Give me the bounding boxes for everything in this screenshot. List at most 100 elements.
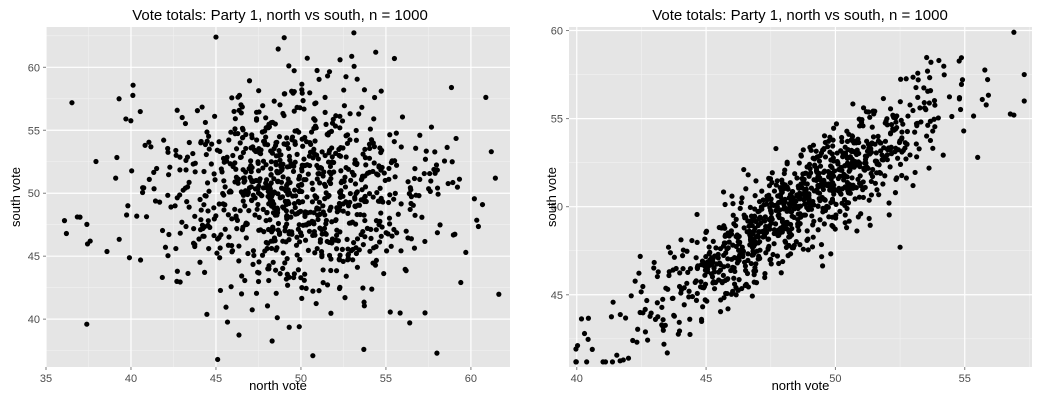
scatter-point (184, 199, 190, 205)
scatter-point (720, 272, 726, 278)
scatter-point (322, 152, 328, 159)
scatter-point (884, 116, 890, 122)
scatter-point (372, 262, 379, 268)
scatter-point (907, 152, 913, 158)
scatter-point (280, 250, 286, 256)
scatter-point (177, 230, 183, 236)
scatter-point (204, 180, 211, 186)
scatter-point (367, 248, 373, 254)
scatter-point (324, 73, 331, 79)
scatter-point (326, 150, 332, 156)
scatter-point (1021, 71, 1027, 78)
scatter-point (630, 337, 636, 344)
scatter-point (1011, 29, 1017, 35)
scatter-point (684, 248, 690, 254)
scatter-point (897, 244, 903, 250)
scatter-point (290, 90, 296, 96)
scatter-point (385, 231, 391, 237)
scatter-point (352, 181, 359, 187)
scatter-point (903, 175, 909, 181)
scatter-point (337, 284, 343, 290)
scatter-point (289, 231, 295, 237)
scatter-point (819, 254, 825, 260)
scatter-point (130, 92, 136, 98)
scatter-point (371, 245, 377, 251)
scatter-point (362, 193, 368, 199)
scatter-point (317, 211, 323, 217)
scatter-point (219, 169, 225, 175)
scatter-point (915, 94, 921, 100)
scatter-point (813, 177, 819, 184)
scatter-point (452, 231, 458, 237)
scatter-point (699, 258, 706, 264)
scatter-point (381, 270, 387, 277)
scatter-point (287, 157, 293, 163)
scatter-point (751, 243, 757, 249)
scatter-point (620, 357, 626, 363)
scatter-point (827, 134, 833, 140)
scatter-point (422, 238, 428, 245)
scatter-point (211, 171, 217, 177)
scatter-point (763, 229, 770, 236)
scatter-point (229, 249, 235, 255)
scatter-point (453, 135, 459, 142)
scatter-point (203, 193, 209, 199)
scatter-point (228, 129, 234, 135)
scatter-point (309, 218, 315, 224)
scatter-point (277, 271, 283, 277)
scatter-point (347, 111, 353, 117)
scatter-point (278, 179, 285, 185)
scatter-point (213, 213, 219, 219)
scatter-point (225, 242, 232, 248)
scatter-point (423, 148, 429, 154)
y-tick-label: 60 (28, 62, 40, 74)
scatter-point (292, 187, 298, 193)
scatter-point (738, 199, 744, 206)
scatter-point (282, 260, 288, 266)
scatter-point (291, 108, 297, 114)
scatter-point (831, 173, 837, 179)
scatter-point (265, 266, 271, 272)
scatter-point (273, 153, 279, 159)
scatter-point (720, 189, 727, 195)
scatter-point (924, 68, 931, 74)
scatter-point (813, 148, 819, 154)
scatter-point (706, 244, 712, 250)
y-axis-label: south vote (8, 167, 23, 227)
scatter-point (640, 283, 646, 290)
scatter-point (255, 190, 262, 196)
scatter-point (126, 255, 133, 261)
scatter-point (709, 255, 715, 261)
scatter-point (779, 216, 785, 223)
scatter-point (743, 186, 749, 192)
scatter-point (419, 214, 425, 220)
scatter-point (146, 139, 152, 145)
scatter-point (270, 226, 276, 232)
scatter-point (910, 107, 916, 114)
scatter-point (211, 232, 217, 239)
scatter-point (285, 282, 291, 288)
scatter-point (325, 159, 332, 165)
scatter-point (332, 217, 339, 224)
scatter-point (698, 316, 705, 323)
scatter-point (665, 244, 672, 250)
x-tick-label: 55 (959, 373, 971, 385)
scatter-point (841, 177, 847, 183)
scatter-point (216, 201, 222, 207)
scatter-point (197, 227, 204, 233)
scatter-point (837, 188, 843, 195)
scatter-point (256, 109, 262, 115)
scatter-point (822, 139, 828, 146)
scatter-point (186, 204, 192, 210)
scatter-point (860, 179, 866, 185)
scatter-point (340, 145, 346, 151)
scatter-point (422, 156, 429, 162)
scatter-point (268, 238, 274, 244)
scatter-point (702, 297, 708, 303)
scatter-point (678, 287, 685, 293)
scatter-point (322, 183, 329, 189)
scatter-point (280, 238, 286, 244)
scatter-point (857, 173, 863, 179)
scatter-point (123, 116, 129, 122)
scatter-point (745, 284, 752, 290)
